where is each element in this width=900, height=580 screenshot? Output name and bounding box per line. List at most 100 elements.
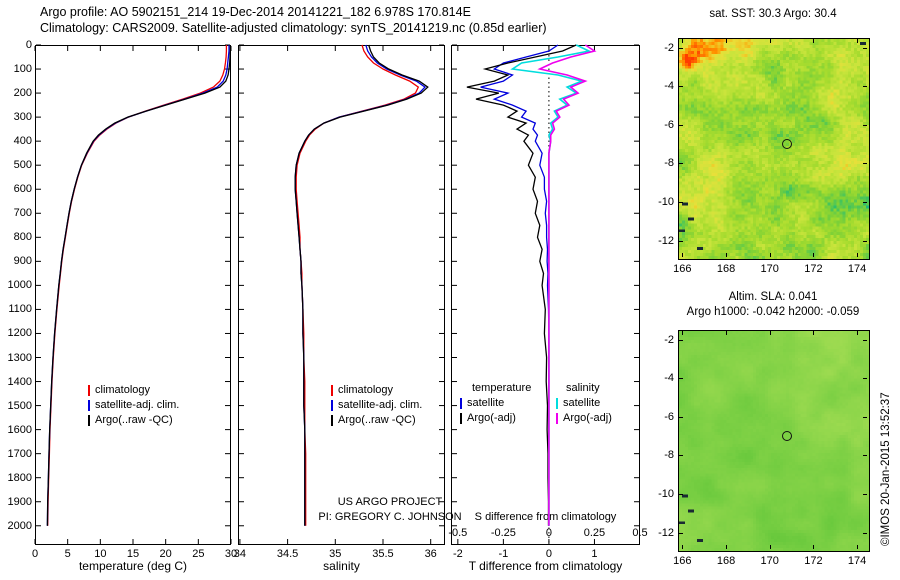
x-tick-label: 36: [424, 548, 437, 560]
depth-tick-label: 600: [13, 183, 32, 196]
x-tick-label: 5: [64, 548, 71, 560]
satellite-clim-line-sample-icon: [331, 399, 333, 411]
argo-line-sample-icon: [331, 414, 333, 426]
plot-difference: [451, 44, 640, 545]
map-tick-mark: [863, 494, 867, 496]
s-tick-label: -0.25: [490, 527, 516, 539]
map-x-tick-label: 166: [673, 555, 692, 567]
t-difference-axis-label: T difference from climatology: [468, 559, 623, 573]
map-tick-mark: [813, 39, 815, 43]
depth-tick-label: 1500: [7, 399, 32, 412]
map-tick-mark: [863, 455, 867, 457]
x-tick-label: 34: [233, 548, 247, 560]
map-tick-mark: [769, 545, 771, 549]
temperature-axis-label: temperature (deg C): [78, 559, 188, 573]
map-tick-mark: [679, 532, 683, 534]
x-tick-label: 0: [31, 548, 39, 560]
depth-tick-label: 900: [13, 255, 32, 268]
map-tick-mark: [857, 331, 859, 335]
climatology-line-sample-icon: [88, 384, 90, 396]
argo-position-marker: [782, 139, 793, 150]
map-y-tick-label: -4: [664, 372, 674, 385]
sst-map: [678, 38, 870, 260]
map-y-tick-label: -10: [658, 488, 674, 501]
series-line-climatology: [295, 44, 420, 526]
axes-box: [35, 45, 231, 545]
map-tick-mark: [863, 163, 867, 165]
map-tick-mark: [863, 47, 867, 49]
map-tick-mark: [679, 455, 683, 457]
map-tick-mark: [863, 240, 867, 242]
climatology-line-sample-icon: [331, 384, 333, 396]
figure-title-line2: Climatology: CARS2009. Satellite-adjuste…: [40, 21, 547, 35]
depth-tick-label: 1600: [7, 423, 32, 436]
legend-item-t-satellite: satellite: [460, 397, 504, 409]
depth-tick-label: 1000: [7, 279, 32, 292]
map-x-tick-label: 172: [804, 263, 823, 275]
axes-box: [238, 45, 445, 545]
pi-name-text: PI: GREGORY C. JOHNSON: [318, 511, 462, 523]
depth-tick-label: 800: [13, 231, 32, 244]
map-tick-mark: [863, 86, 867, 88]
legend-header-salinity: salinity: [566, 382, 600, 394]
x-tick-label: 25: [192, 548, 205, 560]
series-line-argo---raw--qc-: [294, 44, 429, 526]
map-tick-mark: [726, 253, 728, 257]
argo-line-sample-icon: [88, 414, 90, 426]
map-tick-mark: [726, 545, 728, 549]
map-tick-mark: [679, 124, 683, 126]
map-tick-mark: [682, 545, 684, 549]
figure-title-line1: Argo profile: AO 5902151_214 19-Dec-2014…: [40, 5, 471, 19]
map-tick-mark: [679, 86, 683, 88]
x-tick-label: 0: [545, 548, 552, 560]
series-line-salinity-satellite: [510, 44, 592, 526]
map-tick-mark: [863, 532, 867, 534]
map-y-tick-label: -10: [658, 196, 674, 209]
depth-tick-label: 200: [13, 87, 32, 100]
depth-tick-label: 1700: [7, 447, 32, 460]
satellite-clim-line-sample-icon: [88, 399, 90, 411]
axes-box: [451, 45, 640, 545]
s-satellite-line-sample-icon: [556, 397, 558, 409]
depth-tick-label: 400: [13, 135, 32, 148]
sla-map: [678, 330, 870, 552]
legend-label: climatology: [338, 384, 394, 396]
legend-label: Argo(-adj): [563, 412, 612, 424]
map-y-tick-label: -4: [664, 80, 674, 93]
x-tick-label: 15: [126, 548, 140, 560]
legend-item-climatology: climatology: [88, 384, 150, 396]
x-tick-label: 35: [329, 548, 342, 560]
s-tick-label: -0.5: [448, 527, 468, 539]
map-tick-mark: [679, 339, 683, 341]
map-tick-mark: [679, 47, 683, 49]
depth-tick-label: 0: [25, 39, 32, 51]
map-y-tick-label: -6: [664, 410, 674, 423]
map-y-tick-label: -2: [664, 41, 674, 54]
map-tick-mark: [769, 253, 771, 257]
map-tick-mark: [679, 163, 683, 165]
plot-salinity: [238, 44, 445, 545]
map-x-tick-label: 168: [716, 263, 736, 275]
legend-header-temperature: temperature: [472, 382, 532, 394]
legend-item-argo-raw: Argo(..raw -QC): [331, 414, 416, 426]
us-argo-project-text: US ARGO PROJECT: [337, 496, 443, 508]
series-line-argo---raw--qc-: [46, 45, 231, 526]
legend-label: climatology: [95, 384, 151, 396]
map-y-tick-label: -2: [664, 333, 674, 346]
x-tick-label: 35.5: [372, 548, 394, 560]
map-tick-mark: [682, 331, 684, 335]
legend-item-satellite-adj-clim: satellite-adj. clim.: [331, 399, 422, 411]
map-x-tick-label: 170: [760, 555, 779, 567]
map-tick-mark: [813, 253, 815, 257]
series-line-temperature-argo--adj-: [466, 44, 577, 526]
x-tick-label: 34.5: [276, 548, 299, 560]
legend-label: satellite: [563, 397, 601, 409]
depth-tick-label: 1100: [8, 303, 32, 316]
sla-map-image: [679, 331, 869, 551]
imos-watermark: ©IMOS 20-Jan-2015 13:52:37: [880, 392, 892, 546]
legend-item-t-argo: Argo(-adj): [460, 412, 516, 424]
map-tick-mark: [863, 339, 867, 341]
x-tick-label: 10: [94, 548, 107, 560]
s-tick-label: 0.25: [583, 527, 606, 539]
legend-item-climatology: climatology: [331, 384, 393, 396]
